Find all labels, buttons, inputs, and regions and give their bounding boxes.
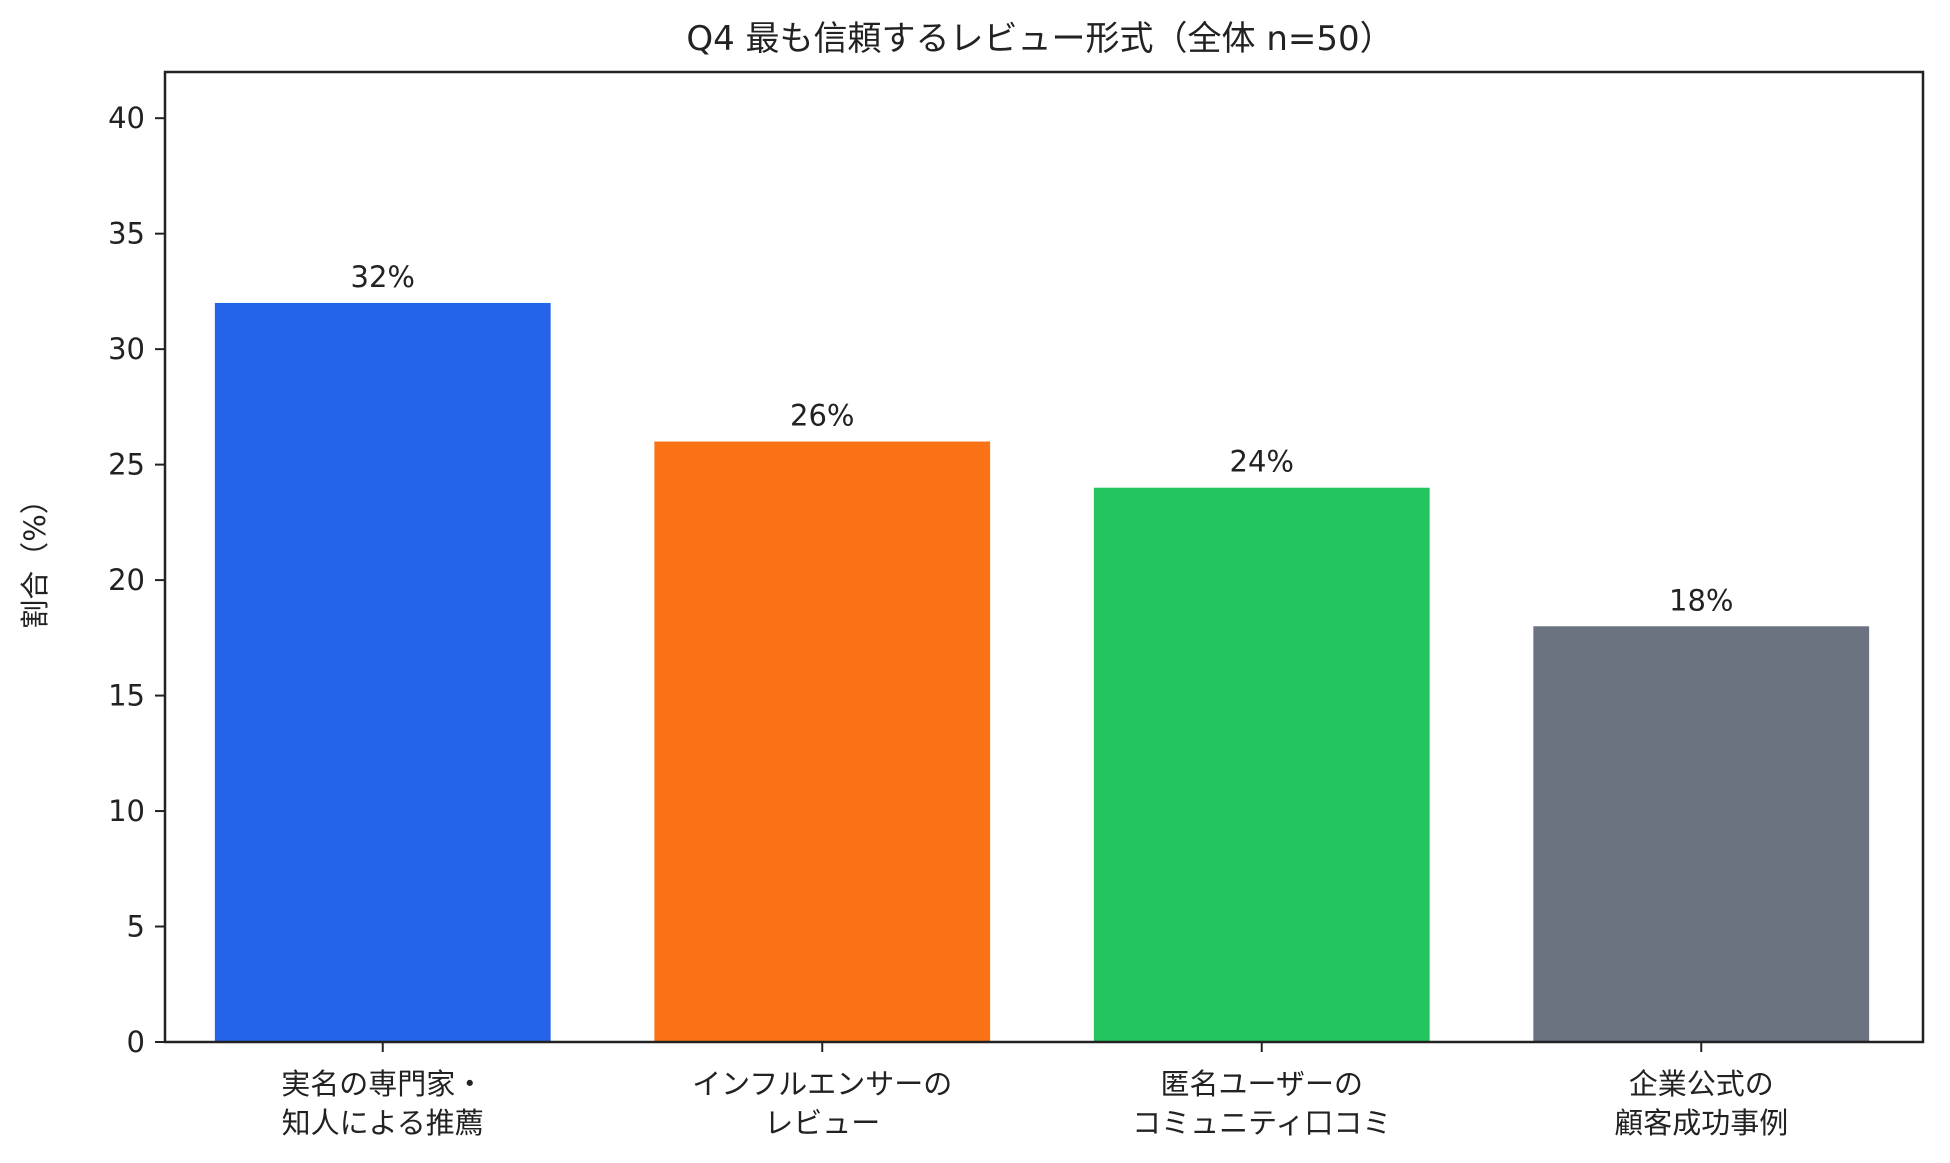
y-tick-label: 40	[108, 101, 145, 135]
chart-title: Q4 最も信頼するレビュー形式（全体 n=50）	[686, 19, 1393, 59]
x-tick-label: 企業公式の	[1629, 1067, 1774, 1101]
y-tick-label: 25	[108, 448, 145, 482]
y-axis-label: 割合（%）	[18, 485, 52, 629]
y-tick-label: 0	[127, 1025, 145, 1059]
bar	[1533, 626, 1870, 1042]
x-tick-label: コミュニティ口コミ	[1132, 1106, 1391, 1140]
x-tick-label: 匿名ユーザーの	[1161, 1067, 1363, 1101]
y-tick-label: 10	[108, 794, 145, 828]
plot-frame	[163, 70, 1925, 1044]
x-tick-label: 知人による推薦	[282, 1106, 484, 1140]
bar	[1093, 487, 1430, 1042]
data-label: 32%	[351, 260, 415, 294]
y-tick-label: 35	[108, 217, 145, 251]
y-tick-label: 20	[108, 563, 145, 597]
x-tick-label: 実名の専門家・	[281, 1067, 484, 1101]
bar	[654, 441, 991, 1042]
bar	[214, 302, 551, 1042]
x-tick-label: レビュー	[764, 1106, 880, 1140]
data-label: 18%	[1669, 583, 1733, 617]
data-label: 24%	[1230, 445, 1294, 479]
x-tick-label: 顧客成功事例	[1614, 1106, 1788, 1140]
x-tick-label: インフルエンサーの	[692, 1067, 952, 1101]
data-label: 26%	[790, 399, 854, 433]
y-tick-label: 15	[108, 679, 145, 713]
y-tick-label: 5	[127, 910, 145, 944]
y-tick-label: 30	[108, 332, 145, 366]
